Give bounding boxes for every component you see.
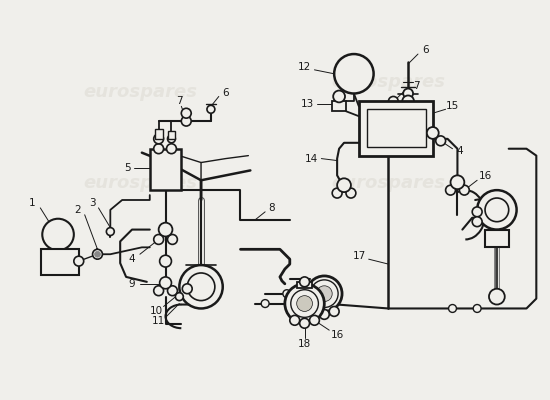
- Circle shape: [167, 144, 177, 154]
- Bar: [485, 230, 509, 247]
- Circle shape: [427, 127, 439, 139]
- Text: 16: 16: [331, 330, 344, 340]
- Text: eurospares: eurospares: [83, 174, 197, 192]
- Text: 4: 4: [129, 254, 135, 264]
- Circle shape: [449, 304, 456, 312]
- Circle shape: [95, 251, 101, 257]
- Text: 6: 6: [222, 88, 229, 98]
- Circle shape: [168, 234, 177, 244]
- Circle shape: [473, 304, 481, 312]
- Circle shape: [346, 188, 356, 198]
- Circle shape: [300, 277, 310, 287]
- Circle shape: [74, 256, 84, 266]
- Circle shape: [446, 185, 455, 195]
- Circle shape: [472, 207, 482, 217]
- Bar: [332, 101, 346, 111]
- Bar: [155, 129, 163, 139]
- Circle shape: [283, 290, 291, 298]
- Circle shape: [187, 273, 215, 300]
- Circle shape: [310, 315, 320, 325]
- Circle shape: [320, 310, 329, 319]
- Circle shape: [182, 284, 192, 294]
- Text: 8: 8: [269, 203, 276, 213]
- Circle shape: [168, 286, 177, 296]
- Text: eurospares: eurospares: [332, 174, 446, 192]
- Text: 9: 9: [129, 279, 135, 289]
- Circle shape: [316, 286, 332, 302]
- Circle shape: [403, 88, 413, 98]
- Circle shape: [160, 255, 172, 267]
- Text: 2: 2: [74, 205, 81, 215]
- Circle shape: [153, 234, 163, 244]
- Circle shape: [459, 185, 469, 195]
- Circle shape: [485, 198, 509, 222]
- Text: 12: 12: [298, 62, 311, 72]
- Text: 7: 7: [412, 81, 419, 91]
- Circle shape: [329, 306, 339, 316]
- Circle shape: [450, 175, 464, 189]
- Circle shape: [158, 223, 173, 236]
- Circle shape: [290, 315, 300, 325]
- Circle shape: [300, 318, 310, 328]
- Circle shape: [436, 136, 446, 146]
- Bar: [168, 131, 175, 139]
- Circle shape: [333, 90, 345, 102]
- Circle shape: [160, 277, 172, 289]
- Bar: [367, 109, 426, 147]
- Text: 1: 1: [29, 198, 36, 208]
- Text: eurospares: eurospares: [83, 82, 197, 100]
- Text: 15: 15: [446, 101, 459, 111]
- Text: 16: 16: [478, 171, 492, 181]
- Circle shape: [106, 228, 114, 236]
- Circle shape: [472, 217, 482, 227]
- Text: 18: 18: [298, 339, 311, 349]
- Circle shape: [311, 280, 338, 308]
- Circle shape: [291, 290, 318, 317]
- Circle shape: [334, 54, 373, 94]
- Bar: [41, 249, 79, 275]
- Circle shape: [153, 134, 163, 144]
- Circle shape: [310, 306, 320, 316]
- Bar: [150, 149, 182, 190]
- Text: 3: 3: [89, 198, 96, 208]
- Circle shape: [182, 116, 191, 126]
- Text: 5: 5: [124, 164, 130, 174]
- Bar: [359, 101, 433, 156]
- Circle shape: [306, 276, 342, 312]
- Circle shape: [402, 96, 414, 107]
- Circle shape: [388, 96, 398, 106]
- Text: 6: 6: [422, 45, 429, 55]
- Text: 17: 17: [353, 251, 366, 261]
- Circle shape: [337, 178, 351, 192]
- Circle shape: [332, 188, 342, 198]
- Text: eurospares: eurospares: [332, 73, 446, 91]
- Text: 4: 4: [456, 146, 463, 156]
- Circle shape: [179, 265, 223, 308]
- Circle shape: [285, 284, 324, 323]
- Circle shape: [168, 135, 175, 143]
- Circle shape: [175, 293, 183, 300]
- Circle shape: [92, 249, 102, 259]
- Circle shape: [296, 296, 312, 312]
- Text: 11: 11: [152, 316, 165, 326]
- Circle shape: [489, 289, 505, 304]
- Circle shape: [207, 105, 215, 113]
- Circle shape: [182, 108, 191, 118]
- Circle shape: [261, 300, 269, 308]
- Text: 13: 13: [301, 99, 314, 109]
- Circle shape: [477, 190, 516, 230]
- Circle shape: [153, 144, 163, 154]
- Text: 7: 7: [176, 96, 183, 106]
- Bar: [296, 282, 312, 288]
- Text: 10: 10: [150, 306, 163, 316]
- Circle shape: [153, 286, 163, 296]
- Text: 14: 14: [305, 154, 318, 164]
- Circle shape: [42, 219, 74, 250]
